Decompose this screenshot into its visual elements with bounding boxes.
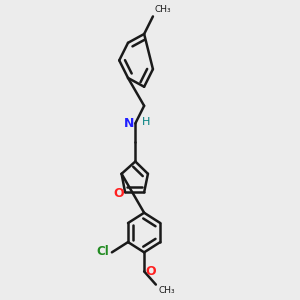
Text: Cl: Cl: [96, 245, 109, 258]
Text: O: O: [146, 266, 156, 278]
Text: O: O: [113, 187, 124, 200]
Text: H: H: [142, 117, 150, 127]
Text: CH₃: CH₃: [154, 5, 171, 14]
Text: N: N: [124, 117, 134, 130]
Text: CH₃: CH₃: [158, 286, 175, 295]
